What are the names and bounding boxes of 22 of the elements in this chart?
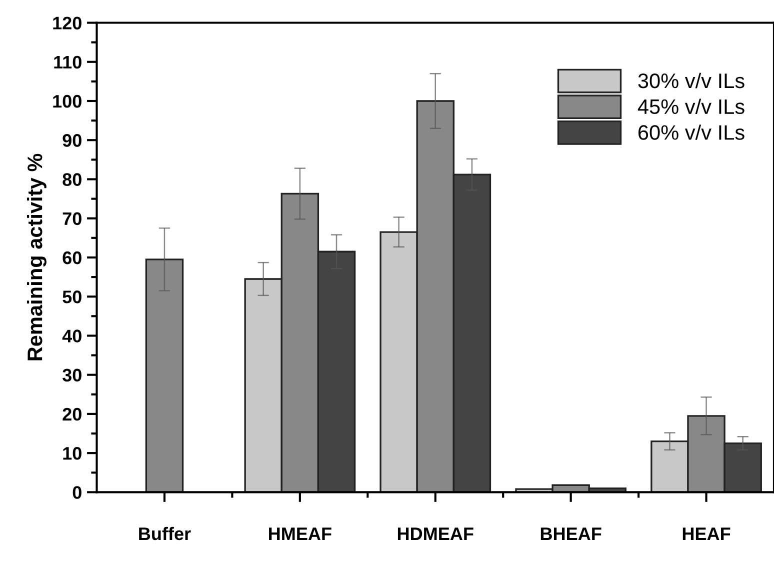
legend-label: 45% v/v ILs bbox=[638, 98, 744, 114]
x-tick-label: HMEAF bbox=[269, 528, 332, 540]
y-tick-label: 70 bbox=[62, 212, 82, 226]
y-tick-label: 10 bbox=[63, 447, 82, 460]
legend-label: 30% v/v ILs bbox=[638, 72, 744, 88]
y-tick-label: 40 bbox=[62, 330, 82, 342]
x-tick-label: Buffer bbox=[139, 526, 191, 540]
x-tick-label: HDMEAF bbox=[398, 528, 474, 540]
y-tick-label: 100 bbox=[53, 94, 82, 108]
y-tick-label: 110 bbox=[54, 56, 82, 69]
y-tick-label: 30 bbox=[62, 368, 82, 382]
y-tick-label: 60 bbox=[62, 251, 82, 264]
y-tick-label: 0 bbox=[72, 486, 82, 499]
y-tick-label: 20 bbox=[62, 408, 82, 421]
y-axis-title: Remaining activity % bbox=[26, 154, 46, 360]
y-tick-label: 50 bbox=[62, 290, 82, 304]
y-tick-label: 90 bbox=[62, 134, 82, 147]
y-tick-label: 120 bbox=[53, 16, 82, 30]
legend-label: 60% v/v ILs bbox=[638, 124, 744, 140]
x-tick-label: BHEAF bbox=[540, 528, 602, 540]
y-tick-label: 80 bbox=[62, 173, 82, 186]
x-tick-label: HEAF bbox=[682, 528, 730, 540]
